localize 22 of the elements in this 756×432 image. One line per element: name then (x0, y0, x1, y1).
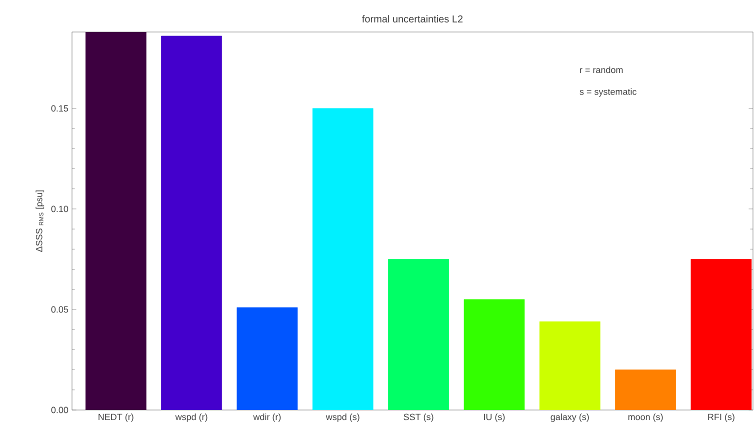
x-tick-label: IU (s) (484, 414, 505, 422)
y-tick-label: 0.05 (51, 306, 68, 313)
x-tick-label: moon (s) (628, 414, 663, 422)
x-tick-label: SST (s) (404, 414, 434, 422)
x-tick-label: wspd (r) (175, 414, 208, 422)
x-tick-label: NEDT (r) (98, 414, 134, 422)
x-tick-label: wspd (s) (326, 414, 360, 422)
bar (85, 32, 146, 410)
x-tick-label: RFI (s) (708, 414, 734, 422)
annotation: s = systematic (580, 88, 636, 97)
bar (388, 259, 450, 410)
y-tick-label: 0.10 (51, 206, 68, 212)
x-tick-label: wdir (r) (253, 414, 281, 422)
x-tick-label: galaxy (s) (550, 414, 589, 422)
y-tick-label: 0.15 (51, 105, 68, 112)
bar (615, 370, 676, 410)
bar (690, 259, 752, 410)
y-axis-title: ΔSSS $_{RMS}$ [psu] (36, 190, 44, 252)
bar (464, 299, 525, 410)
y-tick-label: 0.00 (51, 406, 68, 414)
chart-title: formal uncertainties L2 (362, 15, 463, 22)
annotation: r = random (580, 66, 623, 74)
